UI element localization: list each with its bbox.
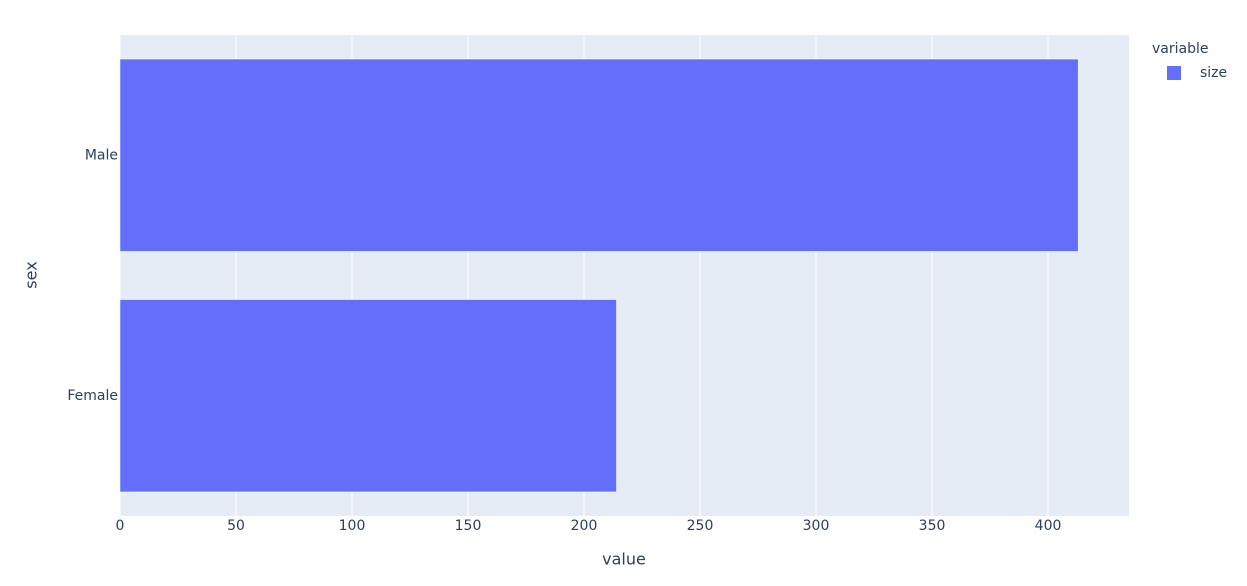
y-axis-title: sex xyxy=(22,261,41,288)
x-tick-label: 250 xyxy=(687,518,714,534)
legend-title: variable xyxy=(1152,41,1208,57)
bar xyxy=(119,58,1079,252)
y-tick-label: Male xyxy=(85,147,118,163)
x-tick-label: 150 xyxy=(455,518,482,534)
x-tick-label: 50 xyxy=(227,518,245,534)
x-tick-label: 400 xyxy=(1035,518,1062,534)
x-axis-title: value xyxy=(602,550,646,569)
x-tick-label: 100 xyxy=(339,518,366,534)
x-tick-label: 200 xyxy=(571,518,598,534)
x-tick-label: 350 xyxy=(919,518,946,534)
x-tick-label: 0 xyxy=(116,518,125,534)
x-tick-label: 300 xyxy=(803,518,830,534)
legend-label: size xyxy=(1200,65,1227,81)
y-tick-label: Female xyxy=(67,388,118,404)
bar xyxy=(119,299,617,493)
legend-swatch xyxy=(1167,66,1181,80)
